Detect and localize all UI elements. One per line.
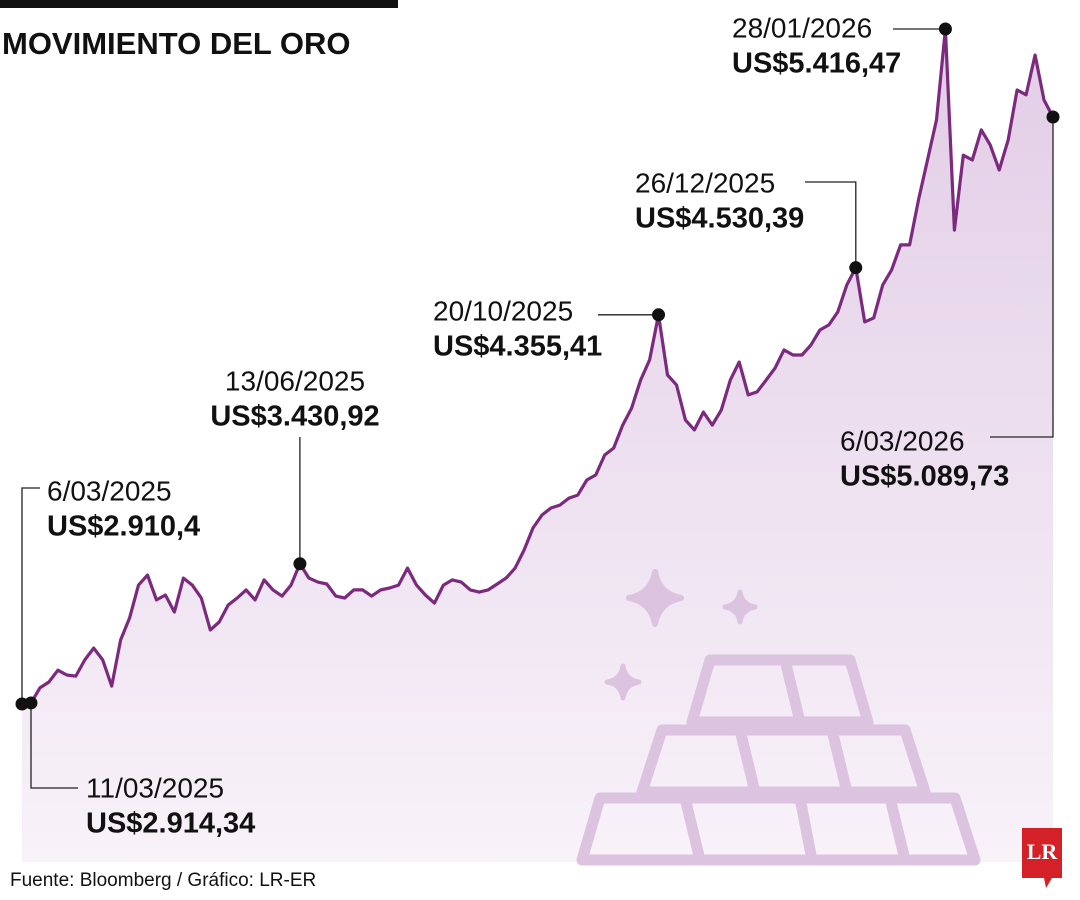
- annotation-date: 6/03/2025: [47, 475, 172, 506]
- leader-line: [30, 702, 78, 789]
- leader-line: [21, 487, 40, 704]
- annotation-value: US$5.089,73: [840, 461, 1009, 493]
- plot: 6/03/2025 US$2.910,4 11/03/2025 US$2.914,34…: [15, 12, 1060, 862]
- title-bar: [0, 0, 398, 8]
- price-line: [21, 27, 1055, 706]
- source: Fuente: Bloomberg / Gráfico: LR-ER: [10, 870, 316, 891]
- annotation-value: US$4.355,41: [433, 331, 602, 363]
- annotation-value: US$4.530,39: [635, 203, 804, 235]
- gold-bars-icon: [576, 569, 981, 866]
- annotation-dot: [293, 557, 307, 571]
- leader-line: [805, 181, 857, 268]
- annotation-value: US$2.910,4: [47, 511, 200, 543]
- annotation-date: 20/10/2025: [433, 295, 573, 326]
- leader-line: [990, 117, 1054, 438]
- annotation-dot: [652, 308, 666, 322]
- annotation-dot: [1046, 110, 1060, 124]
- annotation-date: 13/06/2025: [225, 365, 365, 396]
- annotation-date: 28/01/2026: [732, 12, 872, 43]
- annotation-value: US$2.914,34: [86, 808, 255, 840]
- annotation-dot: [849, 261, 863, 275]
- annotation-value: US$3.430,92: [210, 401, 379, 433]
- annotation-dot: [24, 696, 38, 710]
- area: [22, 29, 1053, 862]
- logo-box: [1022, 828, 1062, 888]
- annotation-date: 6/03/2026: [840, 425, 965, 456]
- chart-title: MOVIMIENTO DEL ORO: [2, 26, 351, 61]
- annotation-value: US$5.416,47: [732, 48, 901, 80]
- annotation-date: 11/03/2025: [86, 772, 224, 803]
- logo: LR: [1027, 839, 1059, 864]
- annotation-dot: [938, 22, 952, 36]
- annotation-date: 26/12/2025: [635, 167, 775, 198]
